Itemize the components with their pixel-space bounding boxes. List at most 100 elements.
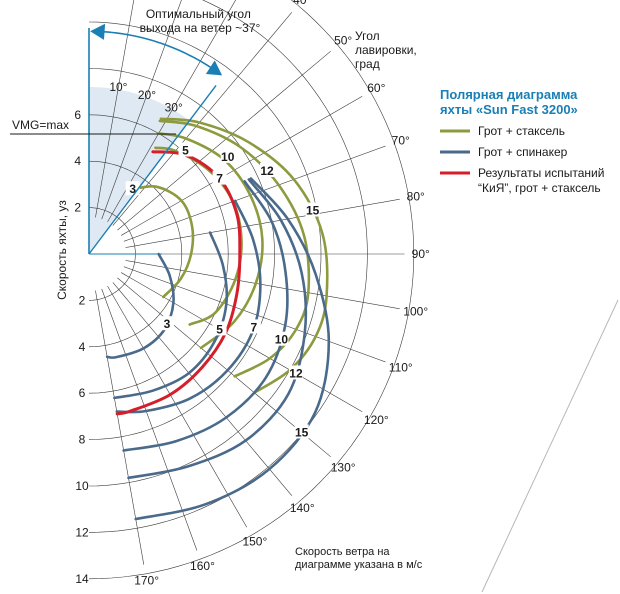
radial-tick-label-upper: 6: [74, 108, 81, 122]
wind-label-12: 12: [289, 366, 303, 380]
radial-tick-label-lower: 6: [79, 386, 86, 400]
angle-axis-title-line-3: град: [355, 57, 380, 71]
angle-tick-label: 140°: [290, 501, 315, 515]
legend-label-test-results: Результаты испытаний “КиЯ”, грот + стакс…: [478, 166, 608, 195]
wind-speed-note-line-1: Скорость ветра на: [295, 546, 390, 558]
radial-tick-label-upper: 2: [74, 201, 81, 215]
angle-axis-title: Угол лавировки, град: [355, 29, 420, 71]
radial-tick-label-lower: 12: [75, 525, 89, 539]
grid-circles: [88, 0, 415, 580]
wind-label-7: 7: [251, 320, 258, 334]
legend: Полярная диаграмма яхты «Sun Fast 3200» …: [440, 87, 608, 195]
radial-tick-labels: 2 4 6 2 4 6 8 10 12 14: [74, 108, 89, 586]
radial-tick-label-upper: 4: [74, 154, 81, 168]
wind-speed-note: Скорость ветра на диаграмме указана в м/…: [295, 546, 423, 571]
radial-tick-label-lower: 2: [79, 293, 86, 307]
grid-ray: [123, 266, 386, 363]
optimal-angle-title-line-1: Оптимальный угол: [146, 7, 251, 21]
optimal-angle-ray: [88, 84, 217, 255]
curve-labels: 3 12 15 3 5 7 10 12 15 7 5 10: [125, 142, 320, 439]
angle-tick-label: 60°: [367, 81, 385, 95]
angle-axis-title-line-2: лавировки,: [355, 43, 417, 57]
optimal-angle-arrow-end: [205, 60, 223, 76]
series-line-wind-7: [115, 199, 262, 414]
series-group: [105, 117, 331, 521]
series-line-wind-7: [157, 132, 264, 350]
wind-label-12: 12: [260, 164, 274, 178]
series-line-wind-7: [115, 150, 242, 416]
series-line-wind-3: [105, 252, 175, 359]
angle-tick-label: 130°: [331, 460, 356, 474]
optimal-angle-sector: [89, 87, 190, 254]
angle-tick-label: 90°: [412, 247, 430, 261]
wind-label-bg: [305, 202, 320, 217]
angle-tick-label: 110°: [389, 360, 413, 374]
radial-tick-label-lower: 10: [75, 479, 89, 493]
legend-label-main-spinnaker: Грот + спинакер: [478, 145, 568, 159]
wind-label-15: 15: [306, 204, 320, 218]
wind-label-bg: [220, 148, 235, 163]
series-line-wind-15: [134, 177, 331, 521]
optimal-angle-title: Оптимальный угол выхода на ветер ~37°: [140, 7, 261, 35]
angle-tick-label: 50°: [334, 34, 352, 48]
angle-tick-label: 30°: [165, 100, 183, 114]
wind-label-10: 10: [275, 333, 289, 347]
grid-ray: [120, 95, 363, 236]
angle-tick-label: 170°: [134, 574, 159, 588]
angle-tick-labels: 10° 20° 30° 40° 50° 60° 70° 80° 90° 100° 110° 120° 1…: [109, 0, 430, 588]
wind-speed-note-line-2: диаграмме указана в м/с: [295, 559, 423, 571]
optimal-angle-arrow-start: [90, 23, 106, 40]
series-line-wind-10: [122, 180, 289, 452]
wind-label-bg: [274, 331, 289, 346]
grid-ray: [112, 12, 293, 226]
vmg-label: VMG=max: [12, 118, 69, 132]
series-line-wind-3: [129, 184, 195, 299]
angle-tick-label: 40°: [293, 0, 311, 7]
grid-ray: [95, 290, 145, 565]
wind-label-5: 5: [182, 143, 189, 157]
grid-ray: [107, 285, 248, 528]
wind-label-bg: [246, 319, 261, 334]
wind-label-bg: [212, 170, 227, 185]
axis-lines: [88, 28, 162, 255]
radial-tick-label-lower: 14: [75, 572, 89, 586]
wind-label-bg: [178, 142, 193, 157]
angle-tick-label: 150°: [242, 534, 267, 548]
angle-tick-label: 70°: [392, 134, 410, 148]
series-line-wind-5: [154, 146, 243, 326]
wind-label-bg: [294, 424, 309, 439]
legend-label-main-jib: Грот + стаксель: [478, 124, 565, 138]
wind-label-3: 3: [129, 182, 136, 196]
radial-axis-label: Скорость яхты, уз: [55, 200, 69, 300]
grid-circle: [88, 0, 415, 580]
wind-label-bg: [288, 365, 303, 380]
grid-ray: [125, 198, 400, 248]
angle-tick-label: 80°: [407, 189, 425, 203]
grid-ray: [117, 50, 331, 231]
legend-label-test-results-line-1: Результаты испытаний: [478, 166, 604, 180]
wind-label-7: 7: [216, 172, 223, 186]
legend-label-test-results-line-2: “КиЯ”, грот + стаксель: [478, 181, 601, 195]
wind-label-bg: [212, 321, 227, 336]
legend-title-line-2: яхты «Sun Fast 3200»: [440, 102, 578, 117]
wind-label-10: 10: [221, 150, 235, 164]
radial-tick-label-lower: 4: [79, 340, 86, 354]
optimal-angle-arc: [96, 30, 221, 75]
optimal-angle-title-line-2: выхода на ветер ~37°: [140, 21, 261, 35]
angle-tick-label: 120°: [364, 413, 389, 427]
wind-label-bg: [159, 316, 174, 331]
grid-ray: [95, 0, 135, 218]
angle-tick-label: 20°: [138, 88, 156, 102]
legend-title-line-1: Полярная диаграмма: [440, 87, 578, 102]
wind-label-15: 15: [295, 425, 309, 439]
series-line-wind-15: [159, 117, 329, 394]
grid-ray: [125, 260, 400, 310]
wind-label-bg: [260, 162, 275, 177]
radial-tick-label-lower: 8: [79, 433, 86, 447]
wind-label-3: 3: [164, 317, 171, 331]
angle-tick-label: 100°: [403, 305, 428, 319]
series-line-wind-5: [113, 231, 229, 400]
decorative-diagonal-line: [481, 299, 619, 593]
grid-ray: [101, 288, 198, 551]
